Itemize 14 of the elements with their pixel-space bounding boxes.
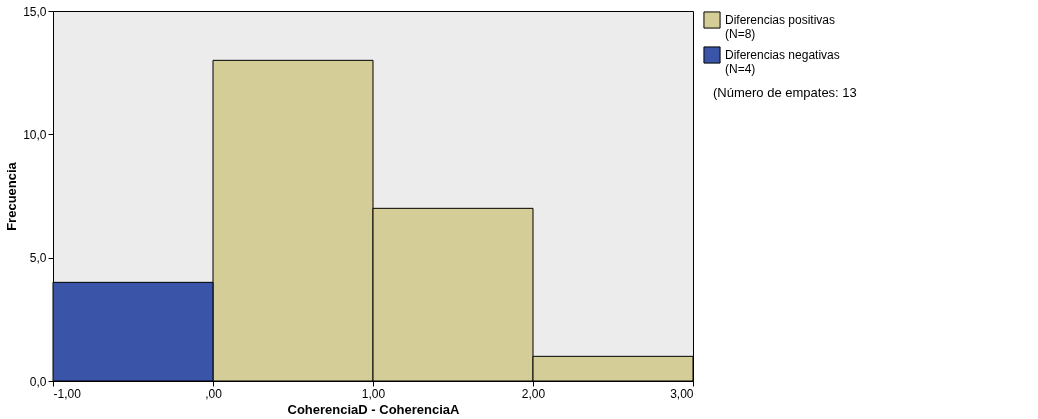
x-tick-label: ,00 bbox=[205, 386, 223, 401]
x-tick-label: 1,00 bbox=[361, 386, 386, 401]
x-tick-label: 2,00 bbox=[521, 386, 546, 401]
x-axis-title: CoherenciaD - CoherenciaA bbox=[287, 401, 461, 417]
y-axis-title: Frecuencia bbox=[4, 161, 20, 231]
legend-label: Diferencias negativas (N=4) bbox=[725, 48, 840, 76]
text: (Número de empates: 13 bbox=[713, 85, 857, 100]
y-tick-label: 5,0 bbox=[29, 251, 47, 266]
legend-label: Diferencias positivas (N=8) bbox=[725, 13, 836, 41]
y-tick-label: 10,0 bbox=[23, 127, 47, 142]
y-tick-label: 0,0 bbox=[29, 374, 47, 389]
y-tick-label: 15,0 bbox=[23, 4, 47, 19]
x-tick-label: -1,00 bbox=[53, 386, 82, 401]
x-tick-label: 3,00 bbox=[670, 386, 694, 401]
